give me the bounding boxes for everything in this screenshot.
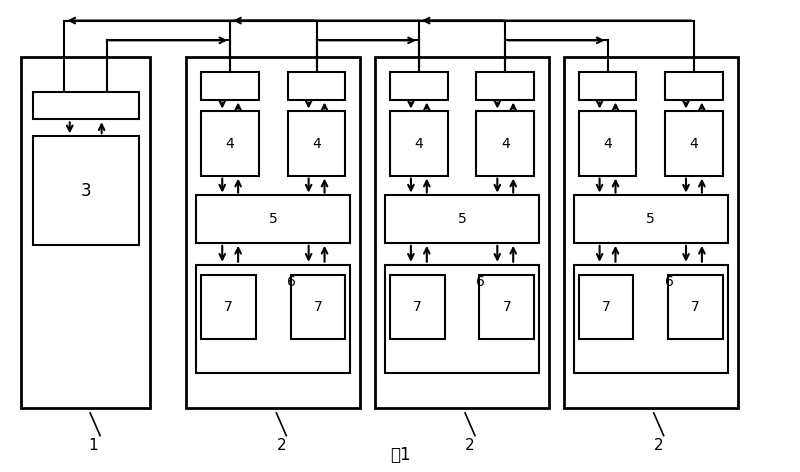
Text: 3: 3 xyxy=(80,182,91,200)
Text: 4: 4 xyxy=(690,136,698,151)
Text: 4: 4 xyxy=(312,136,321,151)
Text: 2: 2 xyxy=(654,438,663,453)
Bar xyxy=(477,72,534,100)
Bar xyxy=(477,111,534,176)
Text: 7: 7 xyxy=(413,300,422,314)
Text: 6: 6 xyxy=(665,276,674,289)
Bar xyxy=(202,72,259,100)
Text: 5: 5 xyxy=(269,212,278,226)
Text: 6: 6 xyxy=(287,276,296,289)
Text: 4: 4 xyxy=(414,136,423,151)
Bar xyxy=(375,57,549,408)
Bar xyxy=(665,72,722,100)
Bar xyxy=(33,136,139,245)
Bar xyxy=(21,57,150,408)
Bar xyxy=(578,111,636,176)
Bar xyxy=(288,111,346,176)
Bar xyxy=(578,275,634,339)
Bar xyxy=(390,72,448,100)
Text: 1: 1 xyxy=(88,438,98,453)
Text: 5: 5 xyxy=(646,212,655,226)
Text: 图1: 图1 xyxy=(390,447,410,464)
Text: 5: 5 xyxy=(458,212,466,226)
Bar xyxy=(479,275,534,339)
Bar xyxy=(197,195,350,243)
Bar xyxy=(33,92,139,119)
Text: 4: 4 xyxy=(603,136,612,151)
Bar xyxy=(202,275,256,339)
Bar xyxy=(390,111,448,176)
Bar xyxy=(197,265,350,373)
Bar xyxy=(574,195,728,243)
Text: 6: 6 xyxy=(476,276,485,289)
Text: 7: 7 xyxy=(691,300,700,314)
Bar xyxy=(668,275,722,339)
Bar xyxy=(290,275,346,339)
Bar xyxy=(390,275,445,339)
Bar xyxy=(186,57,360,408)
Bar xyxy=(202,111,259,176)
Bar xyxy=(385,265,539,373)
Text: 7: 7 xyxy=(224,300,233,314)
Text: 2: 2 xyxy=(465,438,475,453)
Text: 7: 7 xyxy=(502,300,511,314)
Bar xyxy=(385,195,539,243)
Text: 4: 4 xyxy=(226,136,234,151)
Text: 2: 2 xyxy=(277,438,286,453)
Text: 7: 7 xyxy=(314,300,322,314)
Bar xyxy=(288,72,346,100)
Text: 4: 4 xyxy=(501,136,510,151)
Text: 7: 7 xyxy=(602,300,610,314)
Bar xyxy=(578,72,636,100)
Bar xyxy=(574,265,728,373)
Bar xyxy=(564,57,738,408)
Bar xyxy=(665,111,722,176)
